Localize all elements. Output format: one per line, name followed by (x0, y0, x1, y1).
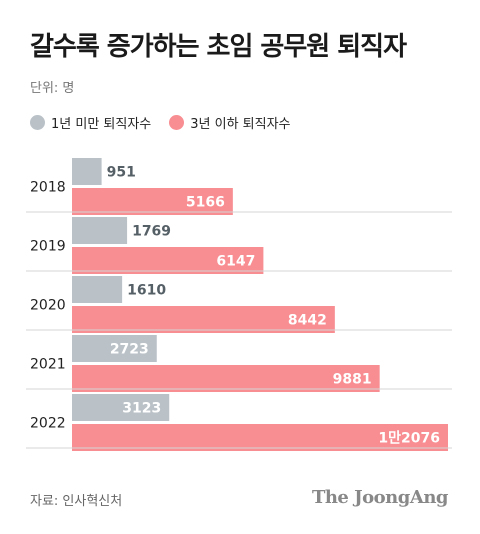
legend-item-short: 1년 미만 퇴직자수 (30, 113, 151, 132)
legend-label-short: 1년 미만 퇴직자수 (51, 117, 152, 132)
bar-short-2022 (72, 394, 170, 421)
bar-short-2019 (72, 217, 128, 244)
legend-label-long: 3년 이하 퇴직자수 (190, 117, 291, 132)
data-label-long-2020: 8442 (288, 313, 327, 329)
category-label-2018: 2018 (30, 180, 66, 196)
data-label-short-2020: 1610 (127, 283, 166, 299)
bar-short-2018 (72, 158, 102, 185)
legend: 1년 미만 퇴직자수 3년 이하 퇴직자수 (30, 113, 309, 132)
brand-logo: The JoongAng (311, 487, 449, 508)
bar-long-2021 (72, 365, 380, 392)
category-label-2021: 2021 (30, 357, 66, 373)
category-label-2019: 2019 (30, 239, 66, 255)
legend-swatch-long (169, 115, 185, 130)
data-label-short-2021: 2723 (110, 342, 149, 358)
data-label-short-2018: 951 (107, 165, 136, 181)
chart-title: 갈수록 증가하는 초임 공무원 퇴직자 (30, 32, 407, 62)
data-label-long-2018: 5166 (186, 195, 225, 211)
legend-swatch-short (30, 115, 45, 130)
bar-short-2021 (72, 335, 157, 362)
data-label-short-2022: 3123 (122, 401, 161, 417)
legend-item-long: 3년 이하 퇴직자수 (169, 113, 291, 132)
data-label-long-2019: 6147 (216, 254, 255, 270)
bar-long-2018 (72, 188, 233, 215)
bar-short-2020 (72, 276, 123, 303)
category-label-2022: 2022 (30, 416, 66, 432)
category-label-2020: 2020 (30, 298, 66, 314)
unit-label: 단위: 명 (30, 81, 75, 96)
data-label-long-2021: 9881 (333, 372, 372, 388)
source-note: 자료: 인사혁신처 (30, 494, 123, 509)
bar-long-2019 (72, 247, 264, 274)
bar-long-2020 (72, 306, 335, 333)
bar-long-2022 (72, 424, 448, 451)
data-label-short-2019: 1769 (132, 224, 171, 240)
data-label-long-2022: 1만2076 (378, 431, 440, 447)
bar-chart: 2018 951 5166 2019 1769 6147 2020 1610 8442 2021 2… (26, 158, 452, 451)
